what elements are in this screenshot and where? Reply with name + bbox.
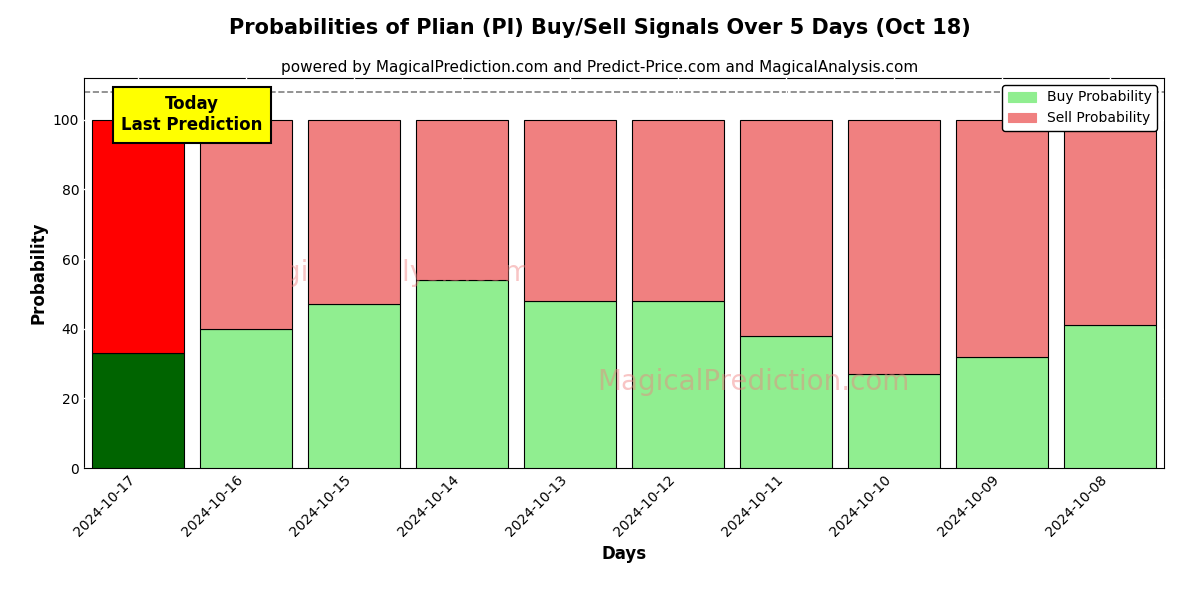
Bar [632, 301, 724, 468]
Bar [632, 120, 724, 301]
Bar [308, 304, 400, 468]
Text: Probabilities of Plian (PI) Buy/Sell Signals Over 5 Days (Oct 18): Probabilities of Plian (PI) Buy/Sell Sig… [229, 18, 971, 38]
Bar [200, 329, 292, 468]
Bar [308, 120, 400, 304]
Bar [524, 120, 616, 301]
Bar [740, 120, 832, 335]
Text: MagicalAnalysis.com: MagicalAnalysis.com [242, 259, 530, 287]
Text: Today
Last Prediction: Today Last Prediction [121, 95, 263, 134]
Bar [200, 120, 292, 329]
Bar [1064, 120, 1156, 325]
X-axis label: Days: Days [601, 545, 647, 563]
Bar [416, 280, 508, 468]
Text: powered by MagicalPrediction.com and Predict-Price.com and MagicalAnalysis.com: powered by MagicalPrediction.com and Pre… [281, 60, 919, 75]
Bar [416, 120, 508, 280]
Bar [740, 335, 832, 468]
Bar [524, 301, 616, 468]
Y-axis label: Probability: Probability [29, 222, 47, 324]
Bar [92, 120, 184, 353]
Legend: Buy Probability, Sell Probability: Buy Probability, Sell Probability [1002, 85, 1157, 131]
Bar [848, 374, 940, 468]
Bar [956, 120, 1048, 356]
Text: MagicalPrediction.com: MagicalPrediction.com [598, 368, 910, 396]
Bar [848, 120, 940, 374]
Bar [92, 353, 184, 468]
Bar [956, 356, 1048, 468]
Bar [1064, 325, 1156, 468]
